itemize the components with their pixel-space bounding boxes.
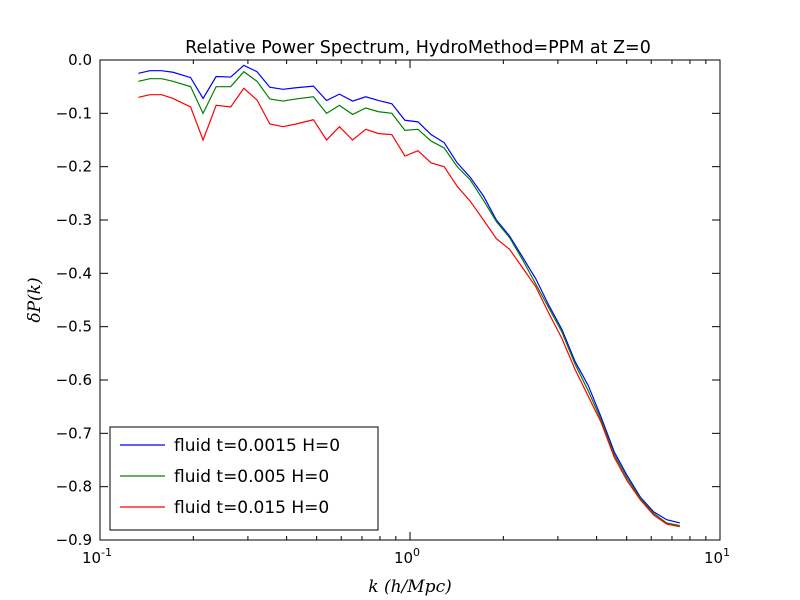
- series-line-2: [138, 70, 680, 527]
- ticks-layer: [99, 59, 721, 541]
- series-layer: [138, 64, 680, 528]
- legend-label: fluid t=0.0015 H=0: [174, 436, 340, 456]
- x-axis-title: k (h/Mpc): [368, 577, 451, 597]
- legend-box: [109, 426, 379, 531]
- x-tick-label: 100: [394, 546, 420, 567]
- legend-label: fluid t=0.015 H=0: [174, 498, 329, 518]
- x-tick-label: 10-1: [82, 546, 112, 567]
- y-tick-label: −0.2: [56, 158, 92, 176]
- y-tick-label: −0.9: [56, 531, 92, 549]
- plot-frame: [99, 59, 721, 541]
- series-line-3: [138, 87, 680, 528]
- chart-title: Relative Power Spectrum, HydroMethod=PPM…: [185, 38, 651, 58]
- y-tick-label: −0.3: [56, 211, 92, 229]
- tick-labels-layer: 0.0−0.1−0.2−0.3−0.4−0.5−0.6−0.7−0.8−0.91…: [56, 51, 730, 567]
- series-line-1: [138, 64, 680, 524]
- y-tick-label: −0.6: [56, 371, 92, 389]
- y-tick-label: −0.1: [56, 104, 92, 122]
- x-tick-label: 101: [704, 546, 730, 567]
- y-tick-label: −0.5: [56, 318, 92, 336]
- y-tick-label: −0.7: [56, 424, 92, 442]
- legend: fluid t=0.0015 H=0 fluid t=0.005 H=0 fluid…: [109, 426, 379, 531]
- y-tick-label: −0.4: [56, 264, 92, 282]
- y-tick-label: −0.8: [56, 478, 92, 496]
- y-axis-title: δP(k): [25, 277, 45, 322]
- legend-label: fluid t=0.005 H=0: [174, 467, 329, 487]
- y-tick-label: 0.0: [68, 51, 92, 69]
